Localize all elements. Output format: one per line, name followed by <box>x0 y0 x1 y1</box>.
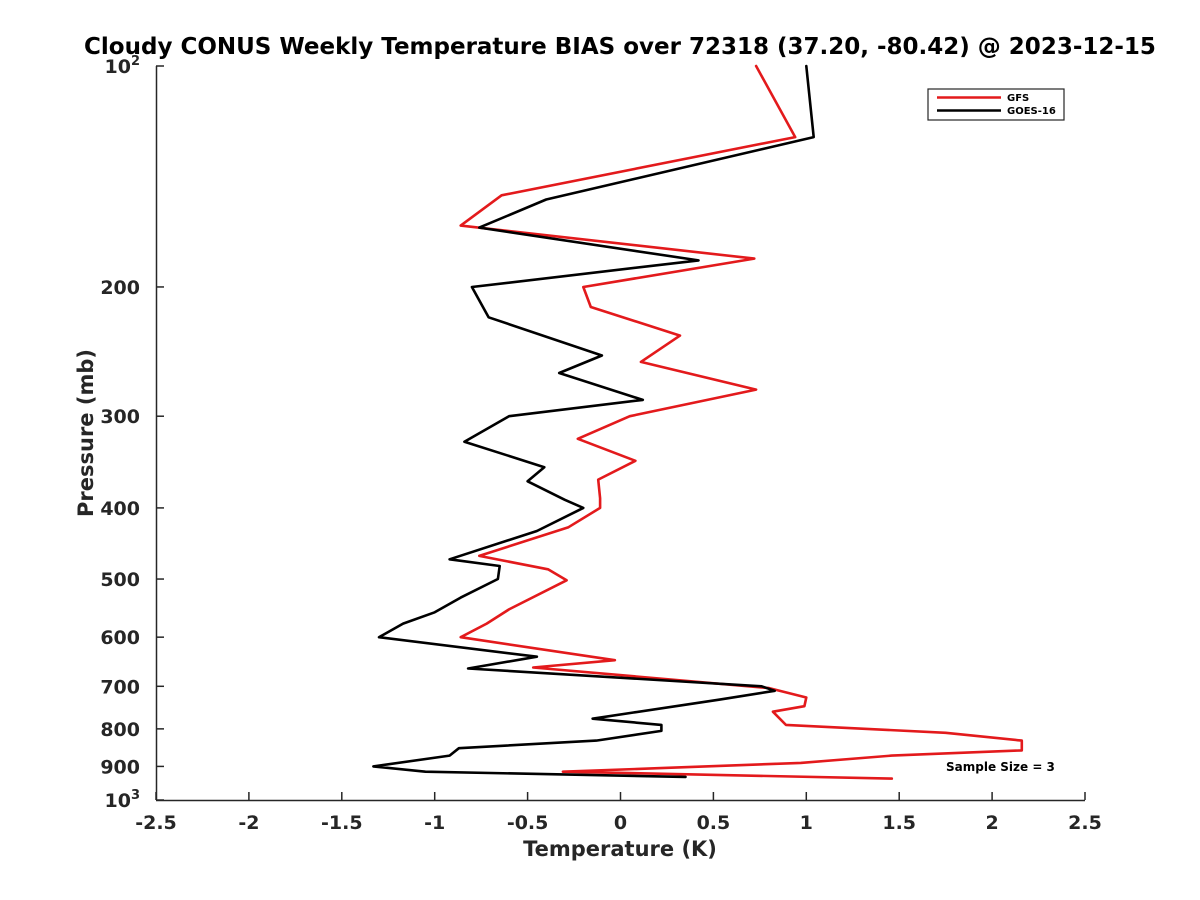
x-tick-label: 2 <box>985 812 998 834</box>
x-tick-label: -2.5 <box>135 812 177 834</box>
y-tick-label: 400 <box>100 498 140 520</box>
y-tick-base: 10 <box>105 56 131 78</box>
legend: GFS GOES-16 <box>927 88 1065 121</box>
x-tick-label: 1 <box>800 812 813 834</box>
y-axis-label: Pressure (mb) <box>74 349 98 517</box>
y-tick-label: 103 <box>105 788 141 812</box>
y-tick-label: 600 <box>100 627 140 649</box>
x-tick-label: -0.5 <box>507 812 549 834</box>
y-tick-label: 700 <box>100 676 140 698</box>
sample-size-annotation: Sample Size = 3 <box>946 760 1055 774</box>
x-tick-label: -1.5 <box>321 812 363 834</box>
y-tick-label: 300 <box>100 406 140 428</box>
y-tick-exponent: 3 <box>131 788 140 803</box>
legend-label-goes16: GOES-16 <box>1007 106 1056 117</box>
x-axis-label: Temperature (K) <box>523 837 717 861</box>
legend-label-gfs: GFS <box>1007 93 1029 104</box>
legend-box <box>927 88 1065 121</box>
series-layer <box>372 64 1024 780</box>
series-line-gfs <box>459 64 1024 780</box>
y-tick-label: 800 <box>100 719 140 741</box>
y-tick-label: 900 <box>100 756 140 778</box>
chart-title: Cloudy CONUS Weekly Temperature BIAS ove… <box>84 34 1156 60</box>
y-tick-label: 102 <box>105 54 141 78</box>
series-line-goes-16 <box>372 64 816 779</box>
x-tick-label: 0 <box>614 812 627 834</box>
y-tick-exponent: 2 <box>131 54 140 69</box>
x-tick-label: -1 <box>424 812 445 834</box>
x-tick-label: 1.5 <box>882 812 916 834</box>
y-tick-label: 200 <box>100 277 140 299</box>
x-tick-label: -2 <box>238 812 259 834</box>
y-tick-label: 500 <box>100 569 140 591</box>
y-tick-base: 10 <box>105 790 131 812</box>
x-tick-label: 2.5 <box>1068 812 1102 834</box>
x-tick-label: 0.5 <box>697 812 731 834</box>
x-axis-ticks: -2.5 -2 -1.5 -1 -0.5 0 0.5 1 1.5 2 2.5 <box>135 792 1102 834</box>
